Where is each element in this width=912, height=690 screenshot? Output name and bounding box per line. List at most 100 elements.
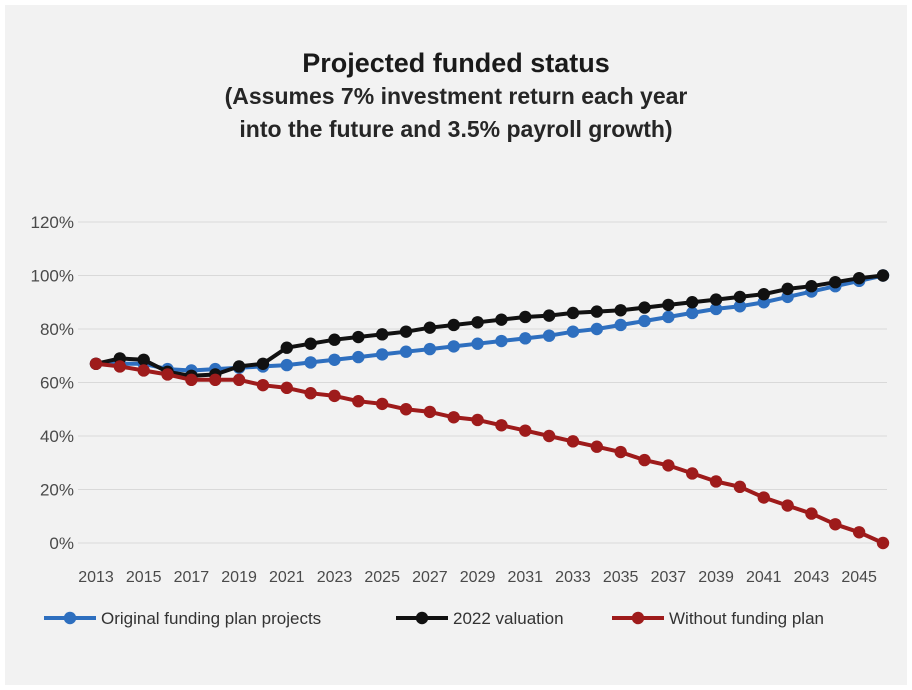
data-point	[614, 318, 627, 332]
data-point	[161, 368, 174, 381]
data-point	[447, 340, 460, 353]
legend-marker	[63, 611, 77, 625]
x-tick-label: 2035	[603, 569, 639, 586]
data-point	[399, 325, 413, 338]
chart-subtitle-line-2: into the future and 3.5% payroll growth)	[239, 116, 673, 142]
x-tick-label: 2027	[412, 569, 448, 586]
x-tick-label: 2015	[126, 569, 162, 586]
data-point	[638, 301, 651, 314]
data-point	[519, 332, 532, 345]
x-tick-label: 2041	[746, 569, 782, 586]
data-point	[352, 395, 365, 408]
data-point	[375, 397, 389, 411]
data-point	[876, 269, 890, 282]
data-point	[471, 316, 484, 329]
data-point	[113, 360, 127, 373]
y-tick-label: 120%	[31, 213, 74, 232]
data-point	[733, 480, 747, 494]
data-point	[471, 337, 484, 350]
data-point	[232, 373, 246, 387]
y-tick-label: 80%	[40, 320, 74, 339]
chart-titles: Projected funded status (Assumes 7% inve…	[0, 46, 912, 146]
x-tick-label: 2023	[317, 569, 353, 586]
data-point	[495, 334, 508, 348]
data-point	[280, 358, 293, 372]
data-point	[614, 445, 627, 459]
data-point	[566, 435, 580, 448]
y-axis: 0% 20% 40% 60% 80% 100% 120%	[31, 213, 74, 553]
data-point	[590, 440, 604, 453]
data-point	[304, 337, 317, 350]
data-point	[829, 518, 842, 531]
data-point	[399, 403, 413, 416]
data-point	[447, 318, 460, 332]
data-point	[328, 389, 341, 403]
data-point	[781, 282, 794, 296]
x-tick-label: 2045	[841, 569, 877, 586]
data-point	[829, 275, 842, 289]
data-point	[542, 309, 556, 322]
data-point	[209, 373, 222, 387]
x-tick-label: 2013	[78, 569, 114, 586]
legend-marker	[415, 611, 429, 625]
y-tick-label: 0%	[49, 534, 74, 553]
data-point	[352, 330, 365, 344]
data-point	[542, 429, 556, 443]
data-point	[566, 306, 580, 320]
data-point	[638, 314, 651, 328]
x-tick-label: 2017	[174, 569, 210, 586]
data-point	[471, 413, 484, 427]
data-point	[876, 536, 890, 550]
data-point	[686, 467, 699, 480]
data-point	[590, 322, 604, 336]
data-point	[566, 325, 580, 338]
data-point	[542, 329, 556, 342]
x-tick-label: 2037	[651, 569, 687, 586]
data-point	[805, 507, 818, 520]
data-point	[757, 288, 770, 301]
legend-marker	[631, 611, 645, 625]
data-point	[733, 300, 747, 313]
legend-label: Without funding plan	[669, 609, 824, 628]
series-group	[89, 269, 890, 550]
data-point	[280, 341, 293, 354]
data-point	[709, 302, 723, 316]
data-point	[89, 357, 103, 370]
data-point	[495, 313, 508, 326]
data-point	[328, 333, 341, 346]
x-tick-label: 2019	[221, 569, 257, 586]
x-tick-label: 2029	[460, 569, 496, 586]
chart-title: Projected funded status	[302, 48, 610, 78]
legend-item-3: Without funding plan	[612, 609, 824, 628]
data-point	[662, 310, 675, 324]
data-point	[590, 305, 604, 318]
data-point	[709, 475, 723, 488]
data-point	[423, 342, 437, 356]
data-point	[423, 321, 437, 334]
x-tick-label: 2021	[269, 569, 305, 586]
series-2	[89, 269, 890, 383]
x-tick-label: 2025	[364, 569, 400, 586]
x-tick-label: 2043	[794, 569, 830, 586]
legend-label: Original funding plan projects	[101, 609, 321, 628]
data-point	[137, 364, 150, 377]
legend-label: 2022 valuation	[453, 609, 564, 628]
data-point	[375, 348, 389, 361]
data-point	[852, 526, 866, 539]
data-point	[280, 381, 293, 395]
y-tick-label: 40%	[40, 427, 74, 446]
y-tick-label: 100%	[31, 267, 74, 286]
data-point	[733, 290, 747, 304]
data-point	[519, 310, 532, 324]
series-line	[95, 361, 884, 545]
data-point	[375, 328, 389, 341]
data-point	[852, 271, 866, 285]
data-point	[781, 499, 794, 512]
data-point	[232, 360, 246, 373]
data-point	[709, 293, 723, 306]
x-tick-label: 2031	[507, 569, 543, 586]
data-point	[185, 373, 198, 387]
data-point	[757, 491, 770, 504]
data-point	[638, 453, 651, 467]
